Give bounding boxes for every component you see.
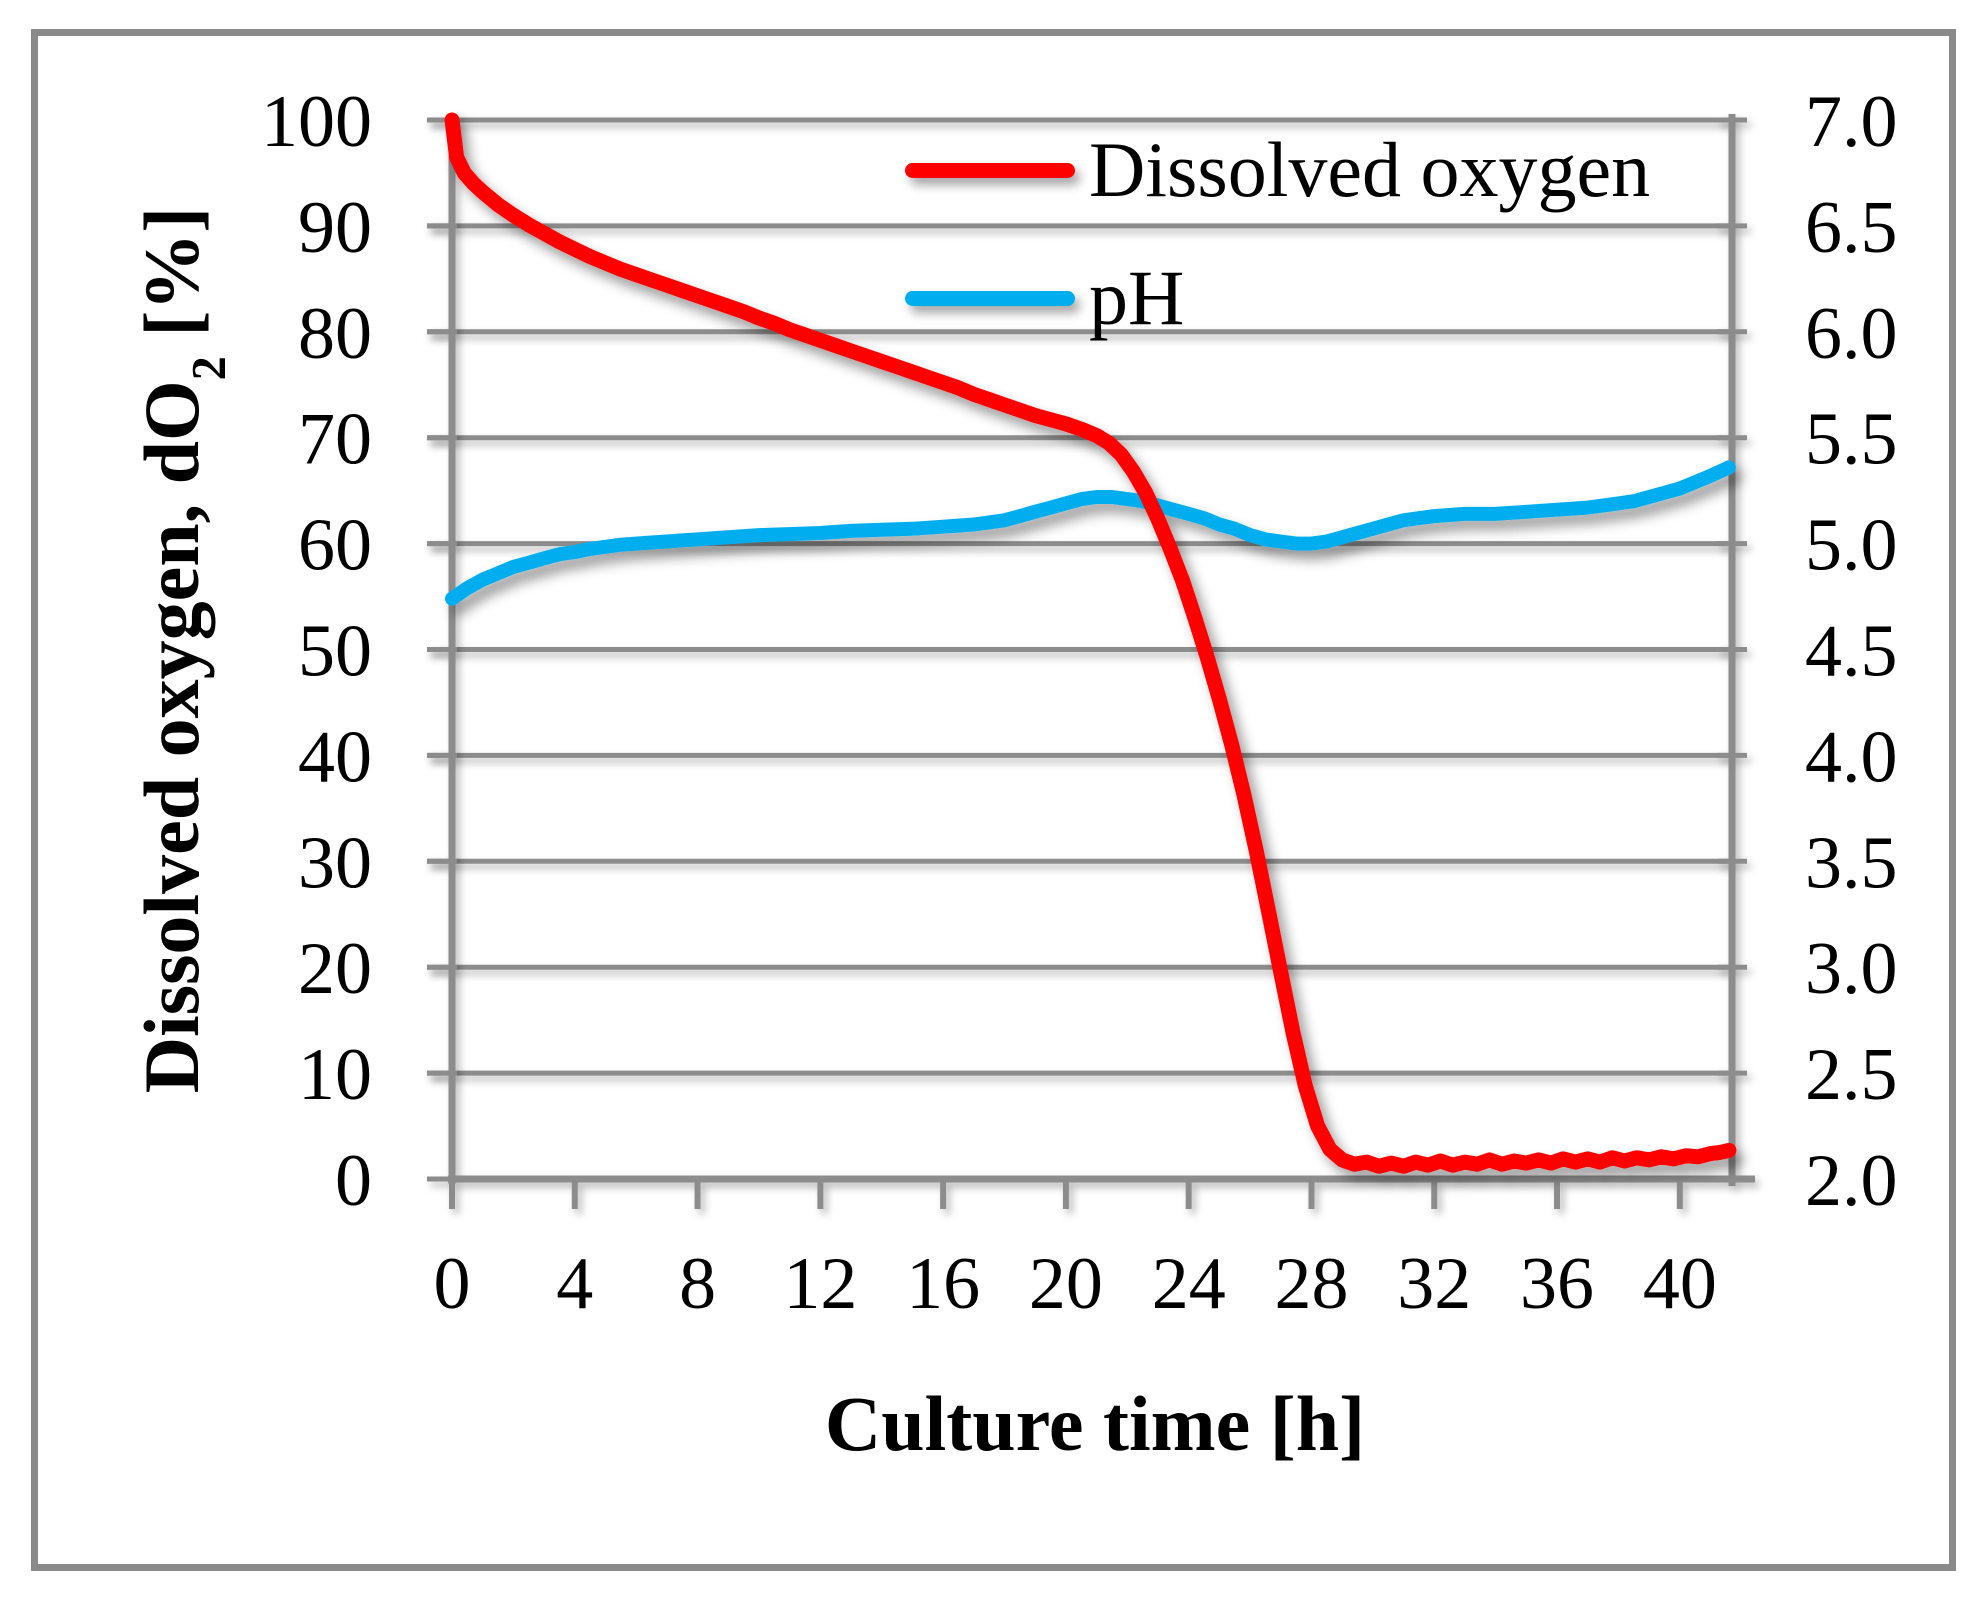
y-left-tick-label: 100 [261, 81, 372, 163]
x-tick-label: 20 [1029, 1243, 1103, 1325]
y-left-tick-label: 0 [335, 1140, 372, 1222]
legend-label-ph: pH [1089, 254, 1185, 341]
y-axis-title-unit: [%] [128, 206, 215, 357]
legend-item-ph: pH [905, 250, 1650, 346]
data-series [444, 112, 1737, 1174]
x-axis-title: Culture time [h] [824, 1380, 1366, 1467]
x-tick-label: 36 [1520, 1243, 1594, 1325]
series-line-dissolved-oxygen [444, 112, 1737, 1174]
y-axis-title-main: Dissolved oxygen, dO [128, 380, 215, 1094]
y-right-tick-label: 5.0 [1805, 505, 1898, 587]
legend: Dissolved oxygen pH [905, 122, 1650, 346]
y-left-tick-label: 20 [298, 928, 372, 1010]
y-left-tick-label: 40 [298, 716, 372, 798]
y-left-tick-label: 60 [298, 505, 372, 587]
x-tick-label: 12 [783, 1243, 857, 1325]
x-tick-label: 16 [906, 1243, 980, 1325]
x-tick-label: 8 [679, 1243, 716, 1325]
y-right-tick-label: 3.5 [1805, 822, 1898, 904]
axes [427, 114, 1755, 1209]
y-left-tick-label: 80 [298, 293, 372, 375]
y-right-tick-label: 4.5 [1805, 611, 1898, 693]
figure-border [31, 29, 1956, 1571]
y-left-tick-label: 30 [298, 822, 372, 904]
x-tick-label: 32 [1397, 1243, 1471, 1325]
legend-swatch-ph [905, 290, 1075, 306]
y-right-tick-label: 6.5 [1805, 187, 1898, 269]
x-tick-label: 0 [434, 1243, 471, 1325]
x-tick-label: 40 [1643, 1243, 1717, 1325]
x-tick-label: 28 [1274, 1243, 1348, 1325]
y-axis-title-left: Dissolved oxygen, dO2 [%] [127, 206, 236, 1094]
x-tick-label: 4 [556, 1243, 593, 1325]
tick-labels: 10090807060504030201007.06.56.05.55.04.5… [261, 81, 1898, 1325]
y-right-tick-label: 7.0 [1805, 81, 1898, 163]
y-left-tick-label: 10 [298, 1034, 372, 1116]
y-right-tick-label: 5.5 [1805, 399, 1898, 481]
y-right-tick-label: 3.0 [1805, 928, 1898, 1010]
y-left-tick-label: 70 [298, 399, 372, 481]
y-left-tick-label: 50 [298, 611, 372, 693]
y-right-tick-label: 2.5 [1805, 1034, 1898, 1116]
y-left-tick-label: 90 [298, 187, 372, 269]
gridlines [427, 117, 1732, 1076]
series-line-ph [445, 460, 1736, 606]
legend-swatch-dissolved-oxygen [905, 162, 1075, 178]
y-axis-title-subscript: 2 [183, 356, 237, 381]
y-right-tick-label: 2.0 [1805, 1140, 1898, 1222]
y-right-tick-label: 6.0 [1805, 293, 1898, 375]
legend-label-dissolved-oxygen: Dissolved oxygen [1089, 126, 1651, 213]
legend-item-dissolved-oxygen: Dissolved oxygen [905, 122, 1650, 218]
x-tick-label: 24 [1152, 1243, 1226, 1325]
y-right-tick-label: 4.0 [1805, 716, 1898, 798]
